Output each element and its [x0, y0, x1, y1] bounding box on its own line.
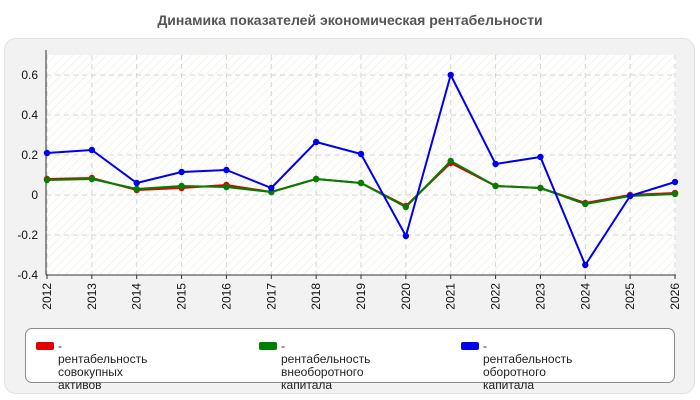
y-tick-label: 0.6	[21, 68, 38, 82]
x-tick-label: 2018	[309, 283, 323, 310]
data-point[interactable]	[133, 185, 140, 193]
legend: - рентабельность совокупных активов - ре…	[25, 328, 675, 392]
legend-swatch-red	[36, 342, 54, 350]
data-point[interactable]	[312, 138, 320, 146]
data-point[interactable]	[178, 168, 185, 176]
data-point[interactable]	[133, 179, 140, 187]
x-tick-label: 2013	[85, 283, 99, 310]
legend-label-cont: внеоборотного капитала	[281, 365, 364, 392]
data-point[interactable]	[537, 184, 544, 192]
data-point[interactable]	[357, 150, 365, 158]
legend-label: - рентабельность оборотного	[483, 339, 573, 379]
x-tick-label: 2021	[444, 283, 458, 310]
x-tick-label: 2024	[578, 283, 592, 310]
x-tick-label: 2022	[489, 283, 503, 310]
data-point[interactable]	[447, 71, 454, 79]
data-point[interactable]	[402, 232, 410, 240]
x-tick-label: 2023	[533, 283, 547, 310]
data-point[interactable]	[178, 182, 185, 190]
x-tick-label: 2019	[354, 283, 368, 310]
data-point[interactable]	[268, 184, 275, 192]
chart-title: Динамика показателей экономическая рента…	[157, 12, 543, 28]
y-tick-label: -0.4	[17, 268, 38, 282]
data-point[interactable]	[671, 190, 679, 198]
legend-label: - рентабельность	[281, 339, 371, 366]
x-tick-label: 2016	[219, 283, 233, 310]
legend-swatch-blue	[461, 342, 479, 350]
data-point[interactable]	[492, 182, 499, 190]
data-point[interactable]	[43, 149, 51, 157]
data-point[interactable]	[88, 175, 96, 183]
data-point[interactable]	[671, 178, 679, 186]
x-tick-label: 2012	[40, 283, 54, 310]
x-tick-label: 2014	[130, 283, 144, 310]
y-tick-label: 0	[31, 188, 38, 202]
y-tick-label: 0.4	[21, 108, 38, 122]
x-tick-label: 2020	[399, 283, 413, 310]
data-point[interactable]	[357, 179, 365, 187]
series-points	[43, 71, 679, 269]
data-point[interactable]	[402, 203, 410, 211]
legend-label: - рентабельность совокупных	[58, 339, 148, 379]
data-point[interactable]	[626, 192, 634, 200]
legend-label-cont: активов	[58, 378, 102, 392]
data-point[interactable]	[88, 146, 96, 154]
legend-swatch-green	[259, 342, 277, 350]
data-point[interactable]	[223, 183, 230, 191]
data-point[interactable]	[492, 160, 499, 168]
legend-label-cont: капитала	[483, 378, 535, 392]
data-point[interactable]	[223, 166, 230, 174]
data-point[interactable]	[447, 157, 454, 165]
y-tick-labels: 0.6 0.4 0.2 0 -0.2 -0.4	[17, 68, 38, 282]
x-tick-label: 2025	[623, 283, 637, 310]
x-tick-label: 2026	[668, 283, 682, 310]
y-tick-label: -0.2	[17, 228, 38, 242]
x-tick-label: 2017	[264, 283, 278, 310]
x-tick-labels: 2012 2013 2014 2015 2016 2017 2018 2019 2020 2021…	[40, 283, 682, 310]
x-tick-label: 2015	[175, 283, 189, 310]
data-point[interactable]	[43, 176, 51, 184]
y-tick-label: 0.2	[21, 148, 38, 162]
axes	[45, 50, 676, 279]
data-point[interactable]	[582, 200, 589, 208]
data-point[interactable]	[312, 175, 320, 183]
data-point[interactable]	[537, 153, 544, 161]
data-point[interactable]	[582, 261, 589, 269]
